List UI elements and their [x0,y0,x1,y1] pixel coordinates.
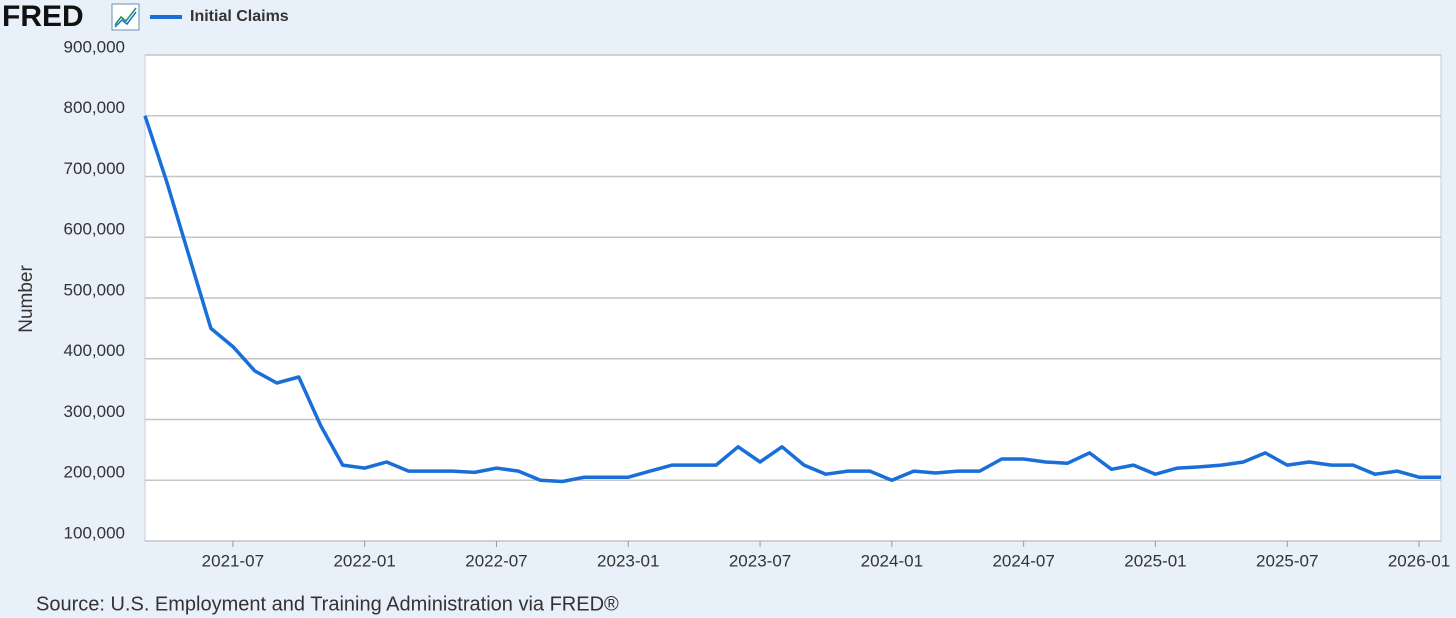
source-note: Source: U.S. Employment and Training Adm… [36,593,619,615]
x-tick-label: 2024-07 [992,551,1054,570]
y-tick-label: 500,000 [64,280,125,299]
x-tick-label: 2022-01 [333,551,395,570]
y-tick-label: 200,000 [64,463,125,482]
y-tick-label: 700,000 [64,159,125,178]
y-tick-label: 900,000 [64,37,125,56]
x-tick-label: 2023-07 [729,551,791,570]
x-tick-label: 2024-01 [861,551,923,570]
x-tick-label: 2025-01 [1124,551,1186,570]
x-tick-label: 2025-07 [1256,551,1318,570]
x-tick-label: 2021-07 [202,551,264,570]
x-tick-label: 2022-07 [465,551,527,570]
y-axis-label: Number [16,265,37,333]
x-tick-label: 2026-01 [1388,551,1450,570]
x-tick-label: 2023-01 [597,551,659,570]
y-tick-label: 600,000 [64,220,125,239]
series-line [143,115,1441,484]
legend-label: Initial Claims [190,8,289,25]
y-tick-label: 300,000 [64,402,125,421]
y-tick-label: 400,000 [64,341,125,360]
y-tick-label: 100,000 [64,523,125,542]
brand-logo: FRED [2,0,84,33]
y-tick-label: 800,000 [64,98,125,117]
logo-icon [111,3,140,31]
